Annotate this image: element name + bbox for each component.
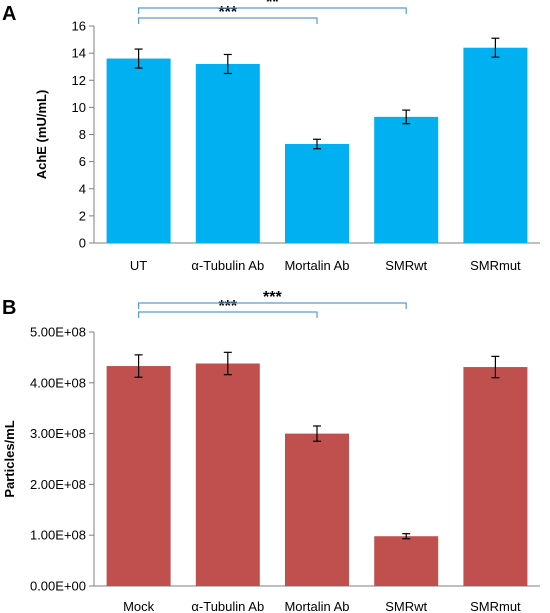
y-tick-label: 1.00E+08 bbox=[30, 528, 86, 543]
y-tick-label: 12 bbox=[72, 73, 86, 88]
y-axis-label: AchE (mU/mL) bbox=[34, 90, 49, 180]
category-label-1: Mock bbox=[123, 599, 155, 613]
y-tick-label: 0.00E+00 bbox=[30, 579, 86, 594]
y-tick-label: 5.00E+08 bbox=[30, 325, 86, 340]
category-label-2: α-Tubulin Ab bbox=[191, 599, 264, 613]
panel-label: A bbox=[2, 3, 16, 25]
y-tick-label: 2 bbox=[79, 208, 86, 223]
bar-1 bbox=[106, 58, 171, 243]
y-tick-label: 4.00E+08 bbox=[30, 375, 86, 390]
y-tick-label: 10 bbox=[72, 100, 86, 115]
chart-panel-b: B 0.00E+00 1.00E+08 2.00E+08 3.00E+08 4.00E+0… bbox=[2, 289, 540, 613]
significance-bracket-2 bbox=[138, 7, 407, 14]
category-label-5: SMRmut bbox=[470, 258, 521, 273]
bar-3 bbox=[285, 143, 349, 243]
bar-2 bbox=[195, 63, 260, 243]
category-label-4: SMRwt bbox=[385, 258, 427, 273]
bar-5 bbox=[463, 47, 528, 244]
y-tick-label: 3.00E+08 bbox=[30, 426, 86, 441]
y-tick-label: 0 bbox=[79, 236, 86, 251]
bar-3 bbox=[285, 433, 349, 586]
y-tick-label: 2.00E+08 bbox=[30, 477, 86, 492]
bar-5 bbox=[463, 367, 528, 586]
category-label-1: UT bbox=[130, 258, 147, 273]
panel-label: B bbox=[2, 297, 16, 319]
significance-bracket-1 bbox=[138, 17, 318, 24]
y-tick-label: 8 bbox=[79, 127, 86, 142]
significance-label-1: *** bbox=[218, 4, 237, 21]
bar-1 bbox=[106, 366, 171, 586]
significance-bracket-1 bbox=[138, 311, 318, 318]
y-tick-label: 14 bbox=[72, 46, 86, 61]
y-tick-label: 16 bbox=[72, 19, 86, 34]
bar-4 bbox=[374, 116, 439, 243]
category-label-3: Mortalin Ab bbox=[284, 258, 349, 273]
category-label-4: SMRwt bbox=[385, 599, 427, 613]
chart-panel-a: A 0 2 4 6 8 10 12 14 16 AchE (mU/mL) UT α-Tubulin Ab… bbox=[2, 0, 540, 273]
significance-label-2: *** bbox=[263, 289, 282, 306]
y-tick-label: 6 bbox=[79, 154, 86, 169]
bar-4 bbox=[374, 536, 439, 586]
category-label-3: Mortalin Ab bbox=[284, 599, 349, 613]
category-label-5: SMRmut bbox=[470, 599, 521, 613]
y-tick-label: 4 bbox=[79, 181, 86, 196]
category-label-2: α-Tubulin Ab bbox=[191, 258, 264, 273]
y-axis-label: Particles/mL bbox=[2, 420, 17, 497]
significance-label-1: *** bbox=[218, 298, 237, 315]
significance-label-2: ** bbox=[266, 0, 279, 11]
significance-bracket-2 bbox=[138, 302, 407, 309]
bar-2 bbox=[195, 363, 260, 586]
